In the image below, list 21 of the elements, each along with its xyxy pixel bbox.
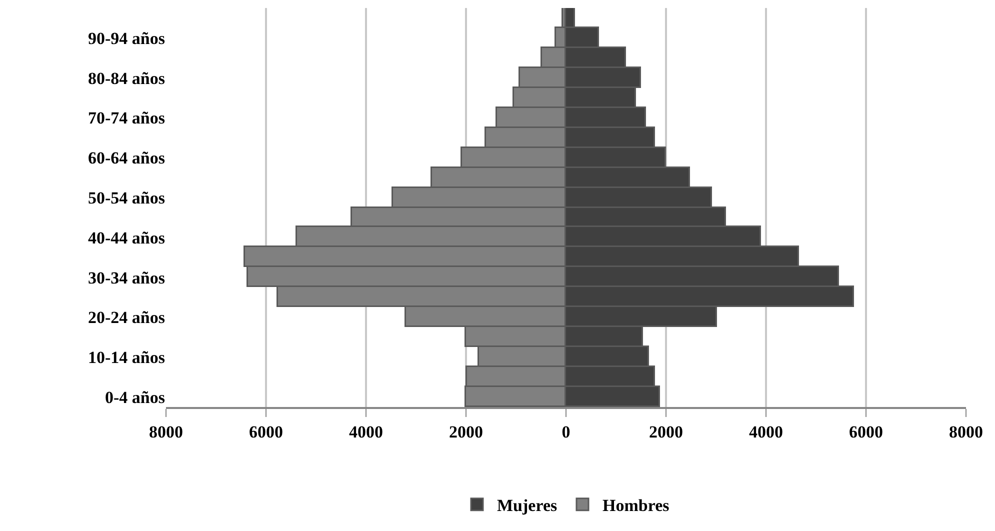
x-tick-label: 8000: [949, 422, 983, 442]
legend-label: Mujeres: [497, 496, 558, 515]
x-tick-label: 8000: [149, 422, 183, 442]
y-tick-label: 40-44 años: [88, 228, 166, 248]
legend-label: Hombres: [602, 496, 670, 515]
y-tick-label: 90-94 años: [88, 28, 166, 48]
y-tick-label: 50-54 años: [88, 188, 166, 208]
y-tick-label: 80-84 años: [88, 68, 166, 88]
x-tick-label: 0: [562, 422, 570, 442]
x-tick-label: 4000: [349, 422, 383, 442]
x-tick-label: 2000: [449, 422, 483, 442]
y-tick-label: 30-34 años: [88, 268, 166, 288]
y-tick-label: 10-14 años: [88, 348, 166, 368]
x-tick-label: 6000: [249, 422, 283, 442]
y-tick-label: 70-74 años: [88, 108, 166, 128]
x-tick-label: 2000: [649, 422, 683, 442]
x-tick-label: 4000: [749, 422, 783, 442]
y-tick-label: 60-64 años: [88, 148, 166, 168]
y-tick-label: 20-24 años: [88, 308, 166, 328]
x-tick-label: 6000: [849, 422, 883, 442]
y-tick-label: 0-4 años: [105, 388, 166, 407]
